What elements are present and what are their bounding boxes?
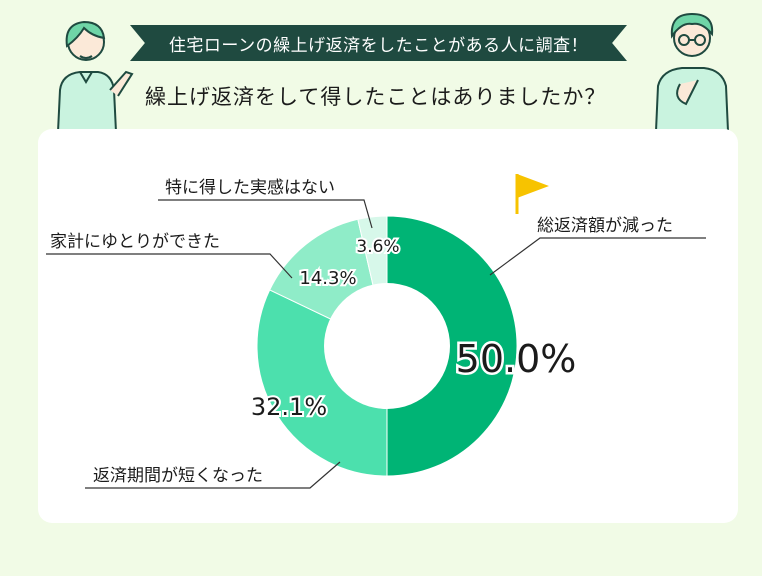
slice-value-2: 14.3% bbox=[299, 268, 356, 289]
slice-value-1: 32.1% bbox=[251, 393, 327, 421]
slice-value-0: 50.0% bbox=[456, 337, 577, 381]
leader-line-2 bbox=[46, 253, 293, 279]
leader-line-0 bbox=[489, 237, 706, 276]
slice-0 bbox=[386, 215, 518, 477]
slice-label-2: 家計にゆとりができた bbox=[50, 232, 220, 252]
question-title: 繰上げ返済をして得したことはありましたか？ bbox=[145, 85, 607, 109]
leader-line-3 bbox=[158, 199, 373, 229]
slice-value-3: 3.6% bbox=[356, 237, 399, 257]
woman-pointing-illustration bbox=[56, 20, 134, 132]
banner-title: 住宅ローンの繰上げ返済をしたことがある人に調査！ bbox=[168, 35, 589, 56]
man-thinking-illustration bbox=[654, 12, 730, 131]
survey-banner: 住宅ローンの繰上げ返済をしたことがある人に調査！ bbox=[130, 25, 627, 61]
flag-icon bbox=[515, 174, 549, 214]
slice-label-0: 総返済額が減った bbox=[537, 216, 673, 236]
donut-hole bbox=[324, 283, 450, 409]
slice-label-3: 特に得した実感はない bbox=[165, 178, 335, 198]
slice-label-1: 返済期間が短くなった bbox=[93, 466, 263, 486]
leader-line-1 bbox=[85, 461, 341, 489]
